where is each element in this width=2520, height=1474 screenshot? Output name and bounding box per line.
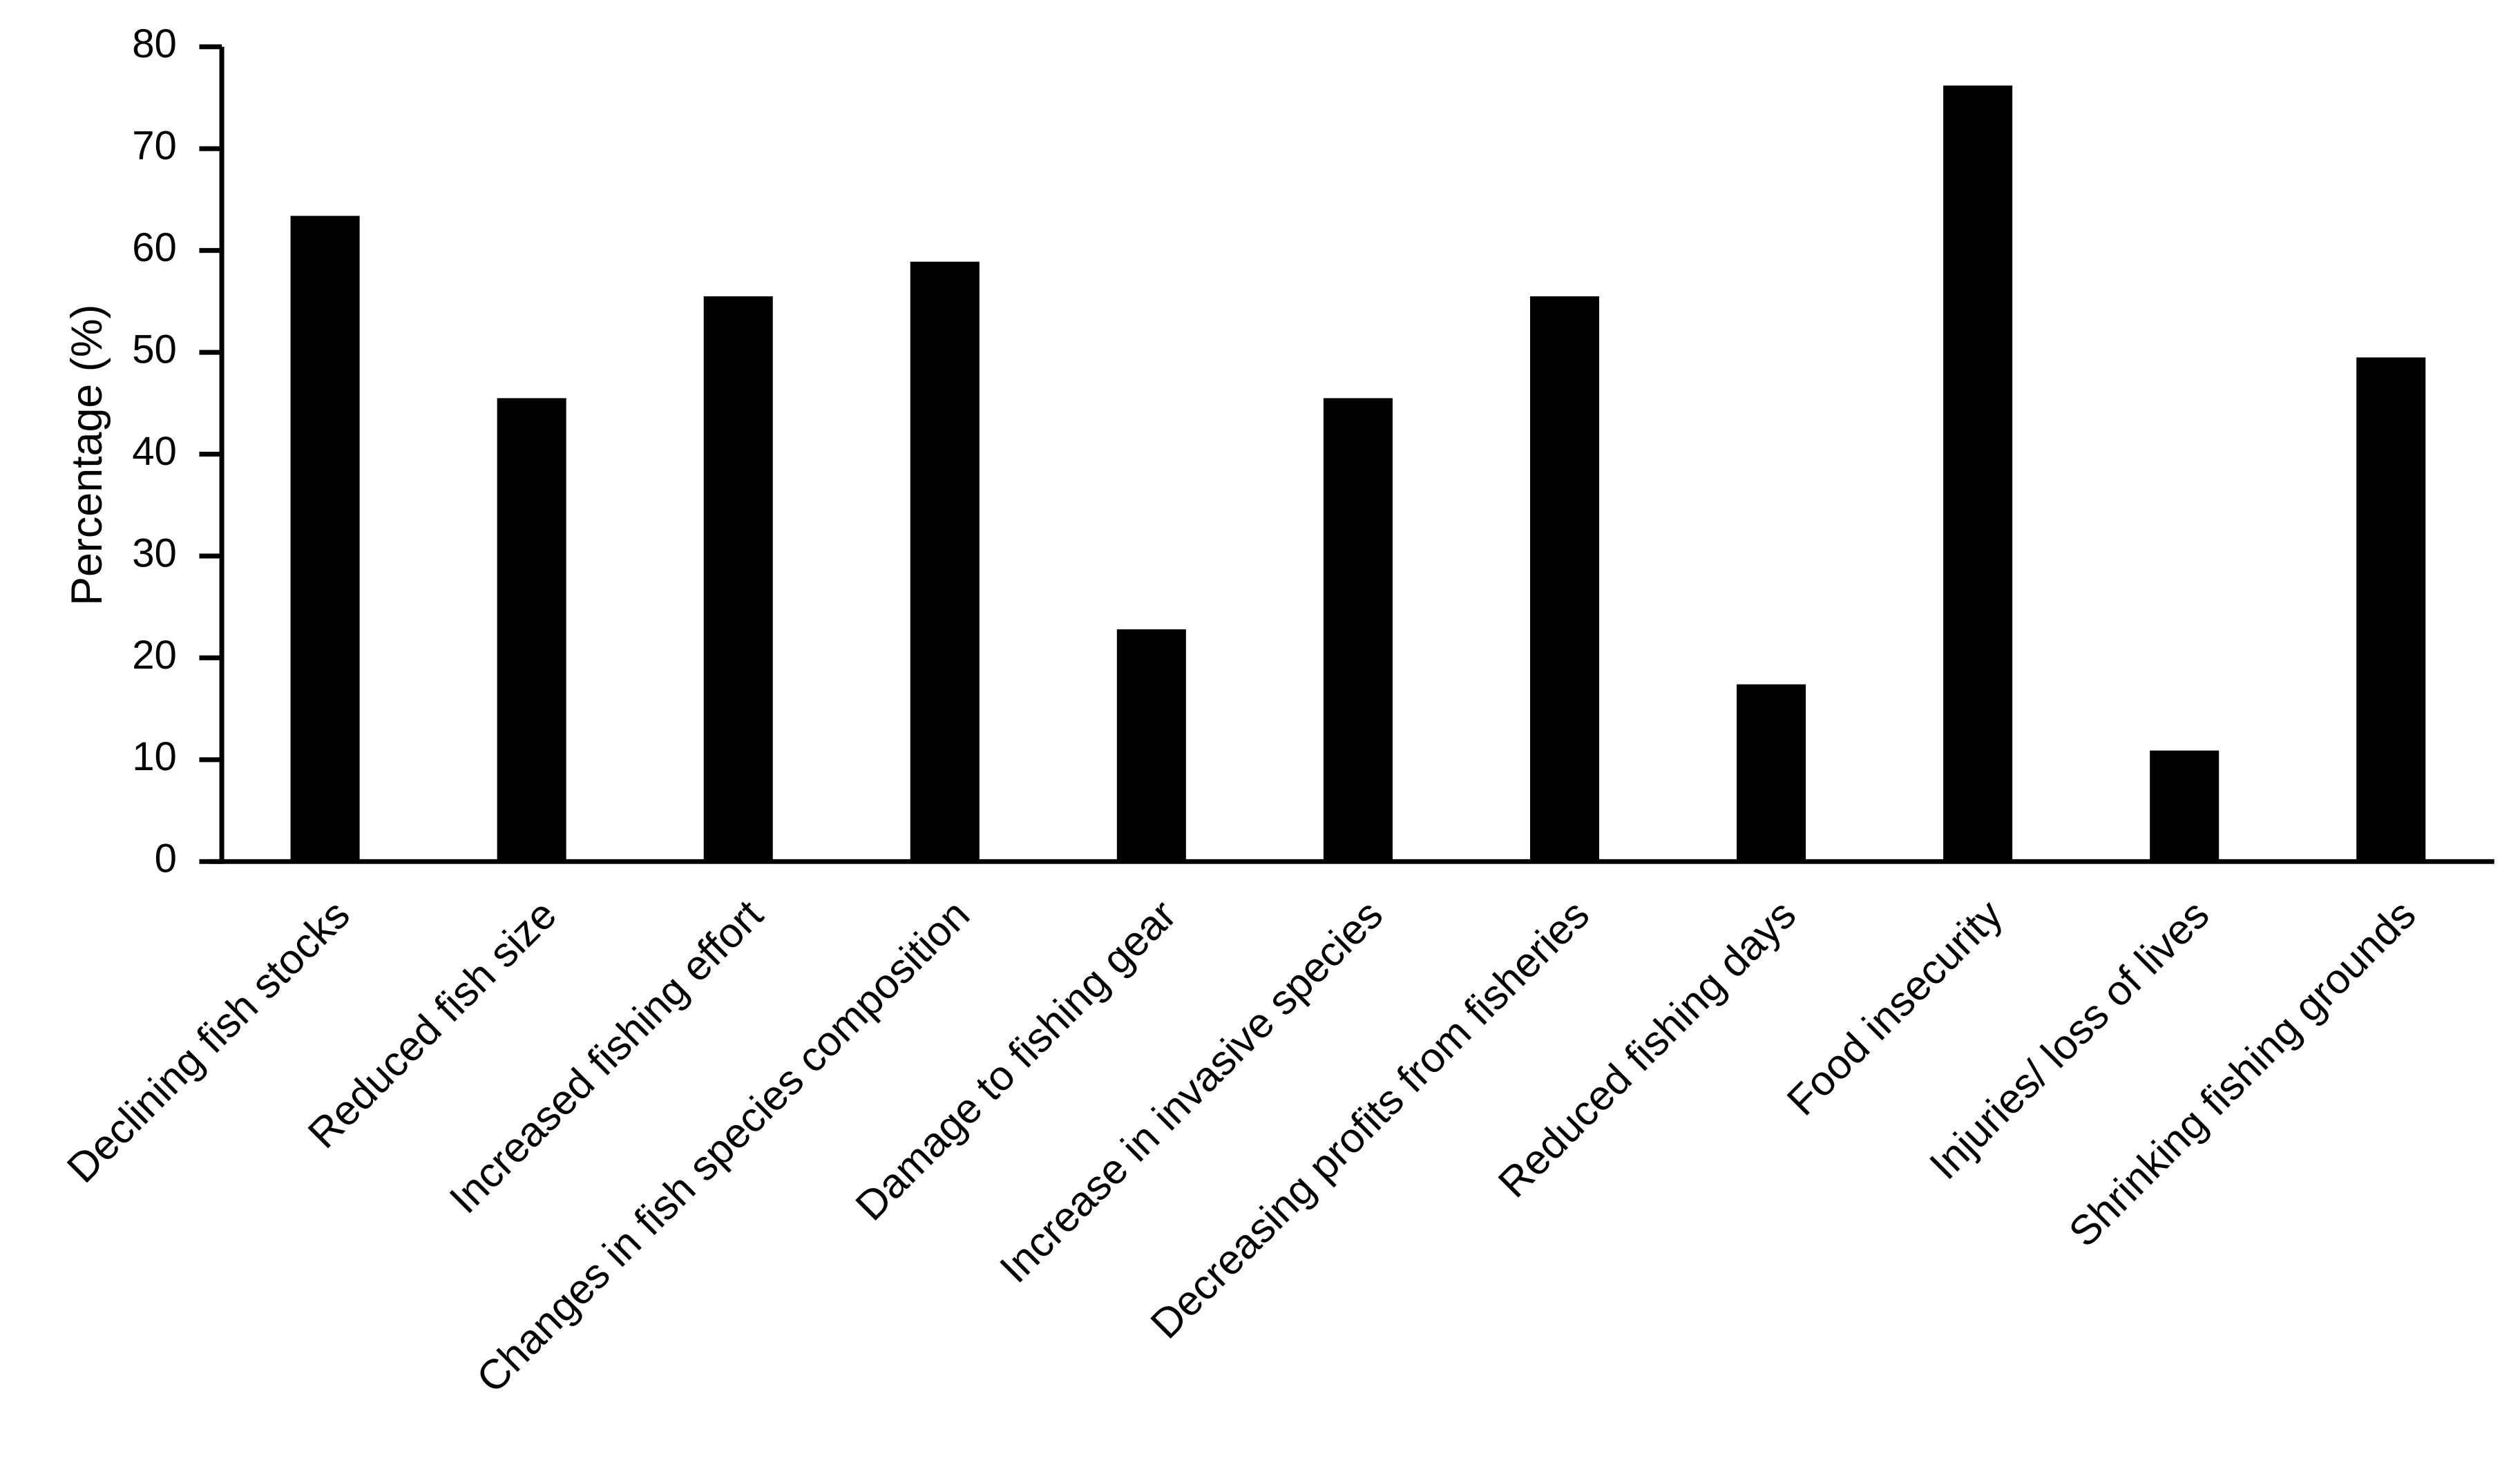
bar [1323, 398, 1393, 862]
bar [1943, 85, 2013, 862]
bar [290, 216, 360, 862]
bar [1529, 296, 1600, 862]
y-tick-label: 0 [155, 836, 177, 881]
bar [703, 296, 773, 862]
x-tick-label: Shrinking fishing grounds [2059, 891, 2424, 1256]
y-tick-label: 30 [132, 530, 177, 575]
x-tick-label: Food insecurity [1777, 890, 2012, 1124]
bar [1737, 684, 1806, 862]
x-tick-label: Decreasing profits from fisheries [1141, 891, 1598, 1348]
y-tick-label: 10 [132, 734, 177, 779]
y-tick-label: 40 [132, 429, 177, 474]
bar [497, 398, 566, 862]
x-tick-label: Declining fish stocks [58, 891, 359, 1191]
y-tick-label: 80 [132, 21, 177, 66]
bar [910, 261, 980, 862]
bar [2150, 750, 2220, 862]
y-tick-label: 60 [132, 225, 177, 270]
y-tick-label: 70 [132, 124, 177, 169]
y-axis-label: Percentage (%) [63, 305, 111, 606]
x-tick-label: Increase in invasive species [991, 891, 1391, 1292]
bar [1116, 629, 1186, 862]
bar [2356, 357, 2426, 862]
y-tick-label: 50 [132, 327, 177, 372]
y-tick-label: 20 [132, 633, 177, 678]
